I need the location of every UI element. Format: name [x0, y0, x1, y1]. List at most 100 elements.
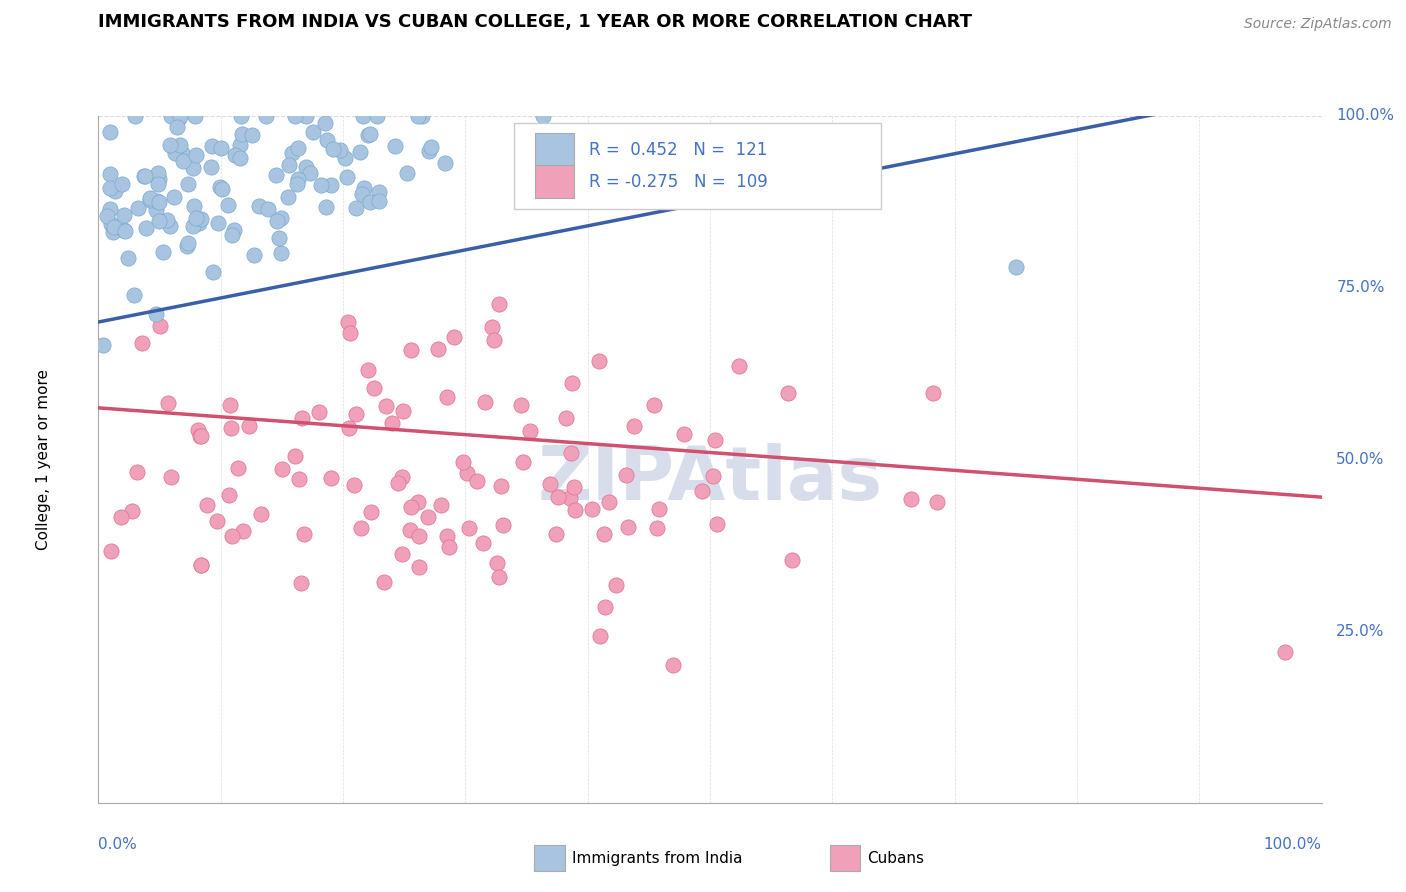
Point — [592, 526, 614, 541]
Point — [176, 239, 198, 253]
Point — [430, 499, 453, 513]
Point — [190, 211, 212, 226]
Point — [254, 109, 277, 123]
Point — [270, 246, 292, 260]
Point — [373, 574, 395, 589]
Point — [673, 426, 696, 441]
Point — [229, 151, 252, 165]
Point — [538, 476, 561, 491]
Point — [648, 502, 671, 516]
Point — [229, 109, 252, 123]
Point — [451, 455, 474, 469]
Point — [314, 116, 336, 130]
Point — [159, 219, 181, 233]
Point — [339, 326, 361, 340]
Point — [183, 199, 205, 213]
Point — [181, 219, 204, 233]
Point — [219, 398, 242, 412]
Point — [329, 143, 352, 157]
Point — [472, 536, 495, 550]
Point — [188, 216, 211, 230]
Point — [319, 178, 342, 192]
Point — [278, 158, 301, 172]
Point — [408, 495, 430, 509]
Point — [190, 558, 212, 573]
Point — [344, 407, 367, 421]
Point — [149, 318, 172, 333]
Point — [360, 505, 382, 519]
Point — [200, 160, 222, 174]
Point — [201, 265, 224, 279]
Point — [366, 109, 388, 123]
Point — [176, 178, 198, 192]
Point — [243, 248, 266, 262]
Point — [436, 529, 458, 543]
Point — [160, 470, 183, 484]
Point — [350, 521, 373, 535]
Point — [408, 529, 430, 543]
Point — [315, 200, 337, 214]
Point — [172, 154, 194, 169]
Point — [159, 137, 181, 152]
Point — [287, 472, 309, 486]
Point — [159, 109, 181, 123]
Point — [291, 410, 314, 425]
Point — [207, 216, 229, 230]
Point — [110, 510, 132, 524]
Point — [188, 429, 211, 443]
Text: Immigrants from India: Immigrants from India — [572, 851, 742, 865]
Point — [284, 109, 307, 123]
Point — [156, 212, 179, 227]
Text: 25.0%: 25.0% — [1336, 624, 1385, 639]
Point — [231, 127, 253, 141]
Point — [588, 354, 610, 368]
Point — [163, 190, 186, 204]
Point — [224, 148, 246, 162]
Point — [218, 488, 240, 502]
Point — [349, 145, 371, 160]
Point — [284, 449, 307, 463]
Point — [419, 140, 441, 154]
Point — [416, 510, 439, 524]
Point — [91, 338, 114, 352]
Point — [111, 178, 134, 192]
Point — [544, 527, 567, 541]
Point — [135, 220, 157, 235]
Point — [270, 462, 292, 476]
Point — [336, 315, 359, 329]
Point — [336, 169, 359, 184]
Point — [491, 478, 513, 492]
Point — [184, 211, 207, 225]
Point — [593, 599, 616, 614]
Point — [352, 109, 374, 123]
Point — [232, 524, 254, 539]
Point — [396, 165, 419, 179]
Point — [456, 467, 478, 481]
Point — [645, 521, 668, 535]
Point — [148, 194, 170, 209]
Point — [266, 214, 288, 228]
Point — [177, 235, 200, 250]
Point — [662, 658, 685, 673]
Point — [900, 491, 922, 506]
Point — [589, 630, 612, 644]
Text: 100.0%: 100.0% — [1264, 837, 1322, 852]
Point — [599, 153, 621, 168]
Point — [433, 156, 456, 170]
Point — [561, 376, 583, 390]
Point — [406, 109, 429, 123]
Point — [401, 343, 423, 358]
Point — [267, 231, 290, 245]
Point — [221, 529, 243, 543]
Point — [166, 120, 188, 134]
Point — [101, 225, 124, 239]
Point — [131, 335, 153, 350]
Point — [510, 398, 533, 412]
Point — [363, 381, 385, 395]
Point — [321, 142, 343, 156]
Point — [443, 329, 465, 343]
Point — [925, 495, 948, 509]
Point — [205, 514, 228, 528]
Point — [112, 208, 135, 222]
Point — [488, 296, 510, 310]
